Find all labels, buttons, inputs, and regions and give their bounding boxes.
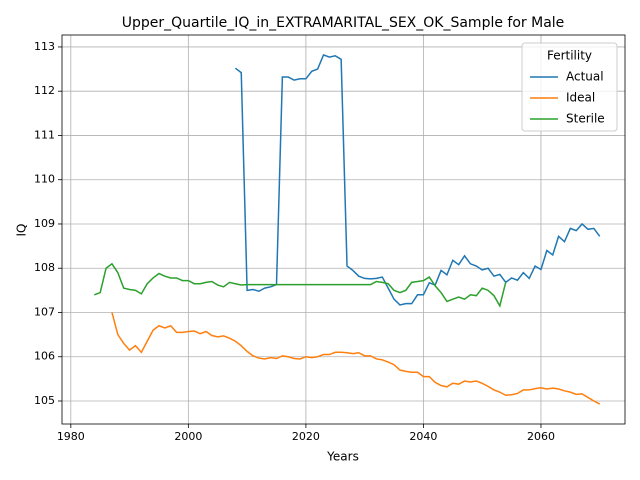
x-tick-label: 2020 bbox=[292, 430, 320, 443]
y-tick-label: 112 bbox=[34, 84, 55, 97]
x-axis-label: Years bbox=[326, 450, 359, 464]
y-tick-label: 110 bbox=[34, 173, 55, 186]
line-series bbox=[234, 53, 601, 306]
y-tick-label: 105 bbox=[34, 394, 55, 407]
legend: Fertility Actual Ideal Sterile bbox=[521, 42, 618, 132]
y-tick-label: 113 bbox=[34, 40, 55, 53]
legend-title: Fertility bbox=[547, 49, 592, 63]
legend-label: Actual bbox=[566, 70, 604, 84]
y-tick-label: 111 bbox=[34, 128, 55, 141]
x-tick-label: 2000 bbox=[174, 430, 202, 443]
line-series bbox=[94, 262, 507, 308]
legend-label: Sterile bbox=[566, 112, 605, 126]
y-axis-label: IQ bbox=[15, 224, 29, 237]
chart-title: Upper_Quartile_IQ_in_EXTRAMARITAL_SEX_OK… bbox=[122, 15, 565, 31]
legend-label: Ideal bbox=[566, 91, 595, 105]
x-tick-label: 1980 bbox=[57, 430, 85, 443]
y-tick-label: 106 bbox=[34, 350, 55, 363]
x-tick-label: 2060 bbox=[527, 430, 555, 443]
line-series bbox=[111, 312, 601, 405]
x-tick-label: 2040 bbox=[409, 430, 437, 443]
plot-frame bbox=[61, 34, 626, 425]
y-tick-label: 108 bbox=[34, 261, 55, 274]
y-tick-label: 107 bbox=[34, 305, 55, 318]
y-tick-label: 109 bbox=[34, 217, 55, 230]
legend-box bbox=[521, 42, 618, 132]
